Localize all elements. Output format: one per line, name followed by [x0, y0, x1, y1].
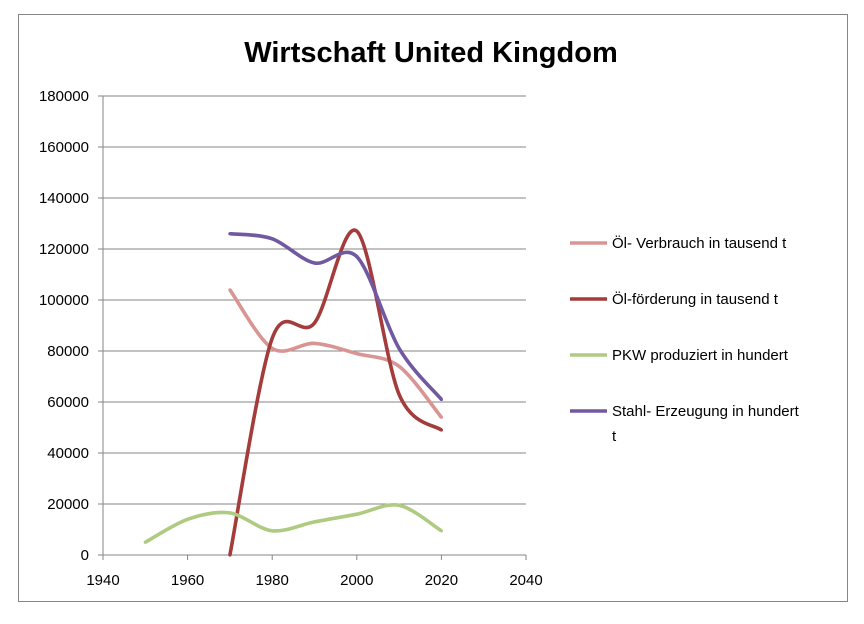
data-point: [270, 346, 274, 351]
data-point: [397, 346, 401, 351]
legend-label: Stahl- Erzeugung in hundert t: [612, 403, 800, 445]
data-point: [143, 540, 147, 544]
x-tick-label: 1960: [171, 572, 204, 589]
x-tick-label: 2000: [340, 572, 373, 589]
data-point: [355, 351, 359, 356]
data-point: [312, 261, 317, 265]
data-point: [439, 397, 443, 402]
series-2: [228, 228, 443, 557]
gridlines: [103, 95, 526, 505]
data-point: [228, 232, 232, 236]
y-tick-label: 180000: [39, 88, 89, 105]
legend-entry: Stahl- Erzeugung in hundert t: [570, 403, 800, 445]
data-point: [312, 520, 317, 524]
axes: 0 20000 40000 60000 80000 100000 120000 140000 1…: [39, 88, 543, 589]
y-tick-label: 80000: [47, 343, 89, 360]
y-tick-label: 40000: [47, 445, 89, 462]
y-tick-label: 20000: [47, 496, 89, 513]
data-point: [312, 321, 317, 325]
data-point: [228, 511, 232, 515]
y-tick-label: 120000: [39, 241, 89, 258]
legend-label: PKW produziert in hundert: [612, 347, 789, 364]
series-3: [143, 503, 443, 544]
legend-label: Öl- Verbrauch in tausend t: [612, 234, 787, 252]
legend-entry: Öl- Verbrauch in tausend t: [570, 234, 787, 252]
data-point: [355, 229, 359, 233]
legend: Öl- Verbrauch in tausend t Öl-förderung i…: [570, 234, 800, 445]
data-point: [397, 392, 401, 396]
data-point: [312, 341, 317, 345]
data-point: [355, 255, 359, 259]
y-tick-label: 140000: [39, 190, 89, 207]
legend-entry: PKW produziert in hundert: [570, 347, 789, 364]
data-point: [439, 415, 443, 419]
data-point: [270, 336, 274, 340]
legend-entry: Öl-förderung in tausend t: [570, 290, 779, 308]
x-tick-label: 1980: [256, 572, 289, 589]
y-tick-label: 160000: [39, 139, 89, 156]
series-lines: [143, 228, 443, 557]
data-point: [270, 237, 274, 241]
series-line: [228, 228, 443, 556]
y-tick-label: 60000: [47, 394, 89, 411]
x-tick-label: 2040: [509, 572, 542, 589]
x-tick-label: 1940: [86, 572, 119, 589]
series-4: [228, 231, 443, 402]
data-point: [186, 517, 190, 521]
y-tick-label: 0: [81, 547, 89, 564]
y-tick-label: 100000: [39, 292, 89, 309]
data-point: [439, 529, 443, 533]
series-1: [228, 288, 443, 419]
series-line: [228, 288, 443, 419]
chart-title: Wirtschaft United Kingdom: [244, 37, 618, 69]
x-tick-label: 2020: [425, 572, 458, 589]
data-point: [228, 553, 232, 557]
data-point: [397, 503, 401, 507]
legend-label: Öl-förderung in tausend t: [612, 290, 779, 308]
data-point: [439, 428, 443, 432]
data-point: [355, 512, 359, 516]
series-line: [144, 503, 443, 544]
data-point: [270, 529, 274, 533]
data-point: [228, 288, 232, 292]
data-point: [397, 364, 401, 368]
